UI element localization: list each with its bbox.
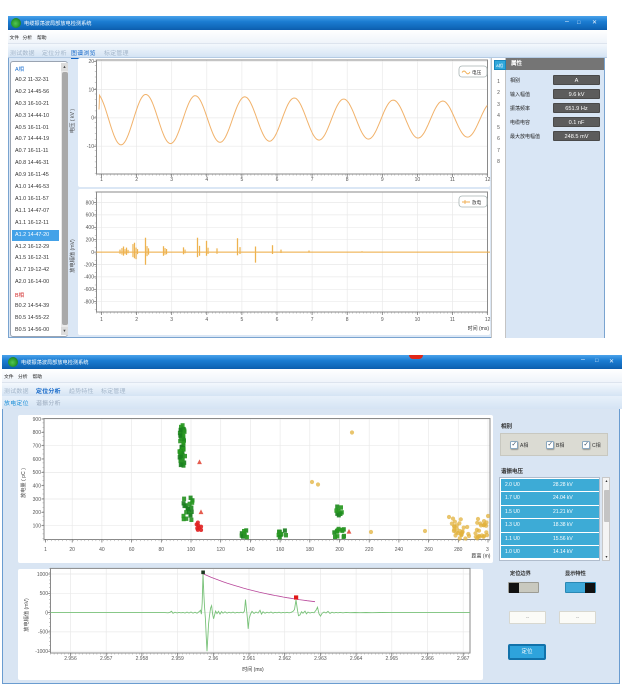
svg-text:2.956: 2.956 [64,656,77,662]
svg-text:20: 20 [69,547,75,553]
svg-text:200: 200 [335,547,344,553]
svg-text:900: 900 [33,417,42,423]
svg-text:400: 400 [33,484,42,490]
svg-text:2.961: 2.961 [243,656,256,662]
svg-text:1: 1 [100,317,103,323]
svg-text:-600: -600 [84,287,94,293]
svg-text:140: 140 [246,547,255,553]
svg-text:20: 20 [88,59,94,65]
svg-text:电压 ( kV ): 电压 ( kV ) [68,109,76,133]
svg-text:5: 5 [241,317,244,323]
svg-text:8: 8 [346,317,349,323]
svg-text:80: 80 [159,547,165,553]
svg-text:10: 10 [415,177,421,183]
svg-text:3: 3 [486,547,489,553]
svg-text:放电量 ( pC ): 放电量 ( pC ) [19,468,27,498]
svg-text:1: 1 [100,177,103,183]
svg-text:2.964: 2.964 [350,656,363,662]
svg-text:1000: 1000 [37,572,48,578]
svg-text:200: 200 [86,238,95,244]
svg-text:2.966: 2.966 [421,656,434,662]
svg-text:11: 11 [450,177,455,183]
svg-text:-400: -400 [84,275,94,281]
svg-text:-800: -800 [84,300,94,306]
svg-text:500: 500 [33,470,42,476]
svg-text:时间 (ms): 时间 (ms) [242,666,264,673]
svg-text:时间 (ms): 时间 (ms) [468,325,490,332]
svg-text:-10: -10 [87,144,94,150]
svg-text:260: 260 [424,547,433,553]
svg-text:0: 0 [91,250,94,256]
svg-text:0: 0 [45,610,48,616]
svg-text:180: 180 [306,547,315,553]
svg-text:放电幅值 (mV): 放电幅值 (mV) [68,239,76,273]
svg-text:0: 0 [91,116,94,122]
svg-text:220: 220 [365,547,374,553]
svg-text:280: 280 [454,547,463,553]
svg-text:5: 5 [241,177,244,183]
svg-text:-200: -200 [84,262,94,268]
svg-text:800: 800 [86,200,95,206]
svg-text:2.962: 2.962 [278,656,291,662]
svg-text:2.958: 2.958 [136,656,149,662]
svg-text:距离 (m): 距离 (m) [472,553,491,560]
svg-text:2.963: 2.963 [314,656,327,662]
svg-text:40: 40 [99,547,105,553]
svg-text:6: 6 [276,317,279,323]
svg-text:电压: 电压 [472,69,482,76]
svg-text:100: 100 [187,547,196,553]
svg-text:4: 4 [205,177,208,183]
svg-text:2.96: 2.96 [208,656,218,662]
svg-text:2.965: 2.965 [386,656,399,662]
svg-text:240: 240 [395,547,404,553]
svg-text:300: 300 [33,497,42,503]
svg-text:3: 3 [170,317,173,323]
svg-text:2.959: 2.959 [171,656,184,662]
svg-text:2: 2 [135,177,138,183]
svg-text:160: 160 [276,547,285,553]
svg-text:-1000: -1000 [35,649,48,655]
svg-text:11: 11 [450,317,455,323]
svg-text:9: 9 [381,177,384,183]
svg-text:8: 8 [346,177,349,183]
svg-text:200: 200 [33,510,42,516]
svg-text:-500: -500 [38,630,48,636]
svg-text:10: 10 [88,87,94,93]
svg-text:60: 60 [129,547,135,553]
svg-text:2.967: 2.967 [457,656,470,662]
svg-text:12: 12 [485,317,491,323]
svg-text:600: 600 [86,213,95,219]
svg-text:600: 600 [33,457,42,463]
svg-text:12: 12 [485,177,491,183]
svg-text:1: 1 [44,547,47,553]
svg-text:800: 800 [33,430,42,436]
svg-text:500: 500 [40,591,49,597]
svg-text:7: 7 [311,317,314,323]
svg-text:2.957: 2.957 [100,656,113,662]
svg-text:7: 7 [311,177,314,183]
svg-text:400: 400 [86,225,95,231]
svg-text:4: 4 [205,317,208,323]
svg-text:700: 700 [33,444,42,450]
svg-text:6: 6 [276,177,279,183]
svg-text:120: 120 [217,547,226,553]
svg-text:放电: 放电 [472,199,482,206]
svg-text:2: 2 [135,317,138,323]
svg-text:放电幅值 (mV): 放电幅值 (mV) [22,598,30,632]
svg-text:100: 100 [33,524,42,530]
svg-text:10: 10 [415,317,421,323]
svg-text:9: 9 [381,317,384,323]
svg-text:3: 3 [170,177,173,183]
